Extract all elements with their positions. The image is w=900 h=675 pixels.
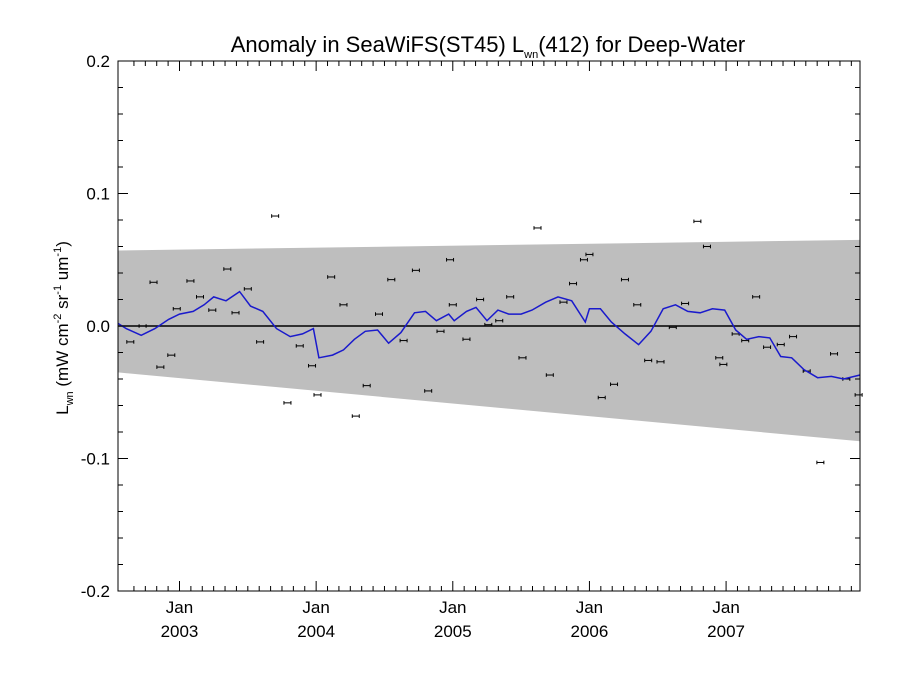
data-point [789,334,798,339]
x-tick-month-label: Jan [576,598,603,617]
data-point [387,277,396,282]
trend-line [117,290,861,380]
data-point [411,268,420,273]
y-axis: 0.2 0.1 0.0 -0.1 -0.2 [81,52,860,601]
data-point [719,362,728,367]
data-point [313,393,322,397]
y-tick-label: -0.2 [81,582,110,601]
data-point [559,300,568,304]
data-point [702,244,711,249]
data-point [597,395,606,400]
data-point [351,414,360,418]
x-tick-month-label: Jan [166,598,193,617]
plot-area [117,214,863,465]
x-tick-month-label: Jan [712,598,739,617]
data-point [172,306,181,311]
data-point [446,257,455,262]
data-point [295,344,304,348]
data-point [693,219,702,224]
data-point [585,252,594,257]
y-axis-label: Lwn (mW cm-2 sr-1 um-1) [52,241,76,415]
data-point [231,310,240,315]
x-tick-year-label: 2007 [707,622,745,641]
data-point [752,295,761,299]
data-point [243,287,252,291]
data-point [854,393,863,397]
data-point [362,383,371,388]
x-tick-year-label: 2003 [161,622,199,641]
data-point [668,325,677,330]
data-point [681,301,690,306]
chart-title: Anomaly in SeaWiFS(ST45) Lwn(412) for De… [231,32,746,61]
data-point [436,329,445,334]
data-point [271,214,280,218]
data-point [620,277,629,282]
data-point [545,373,554,377]
data-point [223,267,232,271]
data-point [195,295,204,299]
data-point [610,382,619,387]
y-tick-label: 0.2 [86,52,110,71]
x-tick-month-label: Jan [439,598,466,617]
data-point [518,356,527,360]
data-point [138,324,147,328]
data-point [656,359,665,364]
data-point [208,308,217,312]
data-point [506,295,515,299]
data-point [533,226,542,230]
x-tick-year-label: 2006 [571,622,609,641]
data-point [327,275,336,279]
x-tick-year-label: 2005 [434,622,472,641]
data-point [283,401,292,405]
data-point [816,460,825,465]
data-point [476,297,485,302]
data-point [776,342,785,347]
data-point [186,279,195,283]
y-tick-label: -0.1 [81,450,110,469]
data-point [569,281,578,286]
data-point [156,365,165,369]
anomaly-points [126,214,863,465]
data-point [644,358,653,363]
data-point [830,352,839,356]
x-axis: Jan 2003 Jan 2004 Jan 2005 Jan 2006 Jan 2007 [133,61,852,641]
data-point [484,322,493,327]
data-point [256,340,265,344]
data-point [126,340,135,344]
data-point [308,363,317,368]
data-point [399,338,408,343]
y-tick-label: 0.0 [86,317,110,336]
data-point [633,303,642,307]
data-point [339,303,348,307]
x-tick-year-label: 2004 [297,622,335,641]
data-point [149,280,158,285]
data-point [167,353,176,357]
data-point [495,318,504,323]
data-point [715,356,724,360]
data-point [579,257,588,262]
data-point [763,345,772,349]
uncertainty-band [118,239,860,442]
data-point [462,337,471,342]
data-point [374,312,383,316]
x-tick-month-label: Jan [302,598,329,617]
y-tick-label: 0.1 [86,185,110,204]
data-point [448,303,457,307]
data-point [424,389,433,393]
